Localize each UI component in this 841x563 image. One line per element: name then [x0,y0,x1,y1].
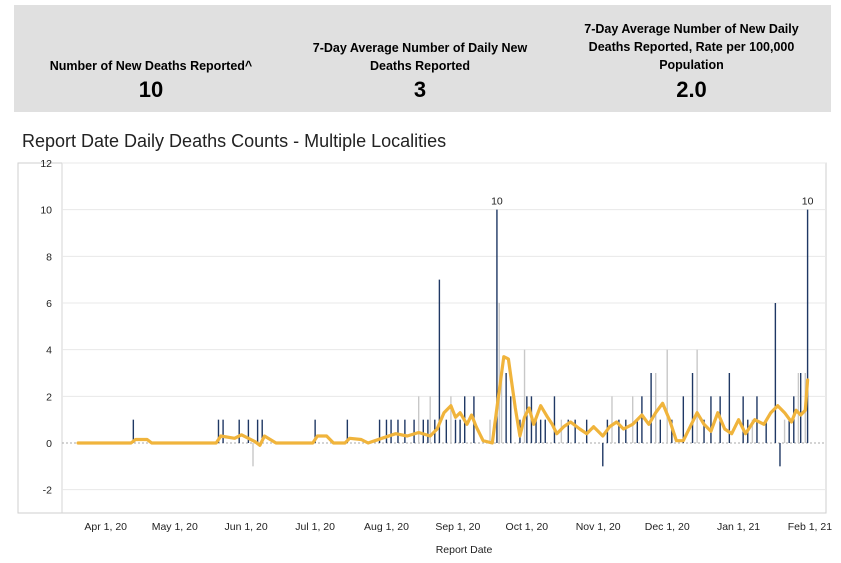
y-tick-label: 0 [46,438,52,450]
kpi-7day-rate: 7-Day Average Number of New Daily Deaths… [552,5,831,112]
kpi-value: 2.0 [676,77,707,102]
x-tick-label: Nov 1, 20 [576,521,621,533]
y-tick-label: 10 [40,205,52,217]
y-tick-label: 6 [46,298,52,310]
data-label: 10 [802,196,814,208]
data-label: 10 [491,196,503,208]
kpi-value: 3 [413,77,427,102]
x-tick-label: Aug 1, 20 [364,521,409,533]
kpi-label: 7-Day Average Number of Daily New Deaths… [312,41,528,73]
x-tick-label: Sep 1, 20 [435,521,480,533]
chart-title: Report Date Daily Deaths Counts - Multip… [22,131,447,151]
chart-frame [17,162,827,514]
y-tick-label: -2 [43,485,52,497]
x-tick-label: Jul 1, 20 [295,521,335,533]
x-tick-label: Feb 1, 21 [788,521,833,533]
x-tick-label: Dec 1, 20 [645,521,690,533]
y-tick-label: 4 [46,345,52,357]
x-tick-label: May 1, 20 [152,521,198,533]
x-tick-label: Jan 1, 21 [717,521,760,533]
x-tick-label: Jun 1, 20 [224,521,267,533]
x-axis-label: Report Date [436,544,493,556]
kpi-label: 7-Day Average Number of New Daily Deaths… [584,22,799,72]
y-tick-label: 12 [40,158,52,170]
kpi-value: 10 [138,77,164,102]
kpi-7day-average: 7-Day Average Number of Daily New Deaths… [288,5,552,112]
kpi-band: Number of New Deaths Reported^ 10 7-Day … [14,5,831,112]
kpi-label: Number of New Deaths Reported^ [49,59,253,73]
y-tick-label: 2 [46,391,52,403]
x-tick-label: Apr 1, 20 [84,521,127,533]
kpi-new-deaths: Number of New Deaths Reported^ 10 [14,5,288,112]
seven-day-average-line [76,355,810,447]
x-tick-label: Oct 1, 20 [506,521,549,533]
y-tick-label: 8 [46,251,52,263]
